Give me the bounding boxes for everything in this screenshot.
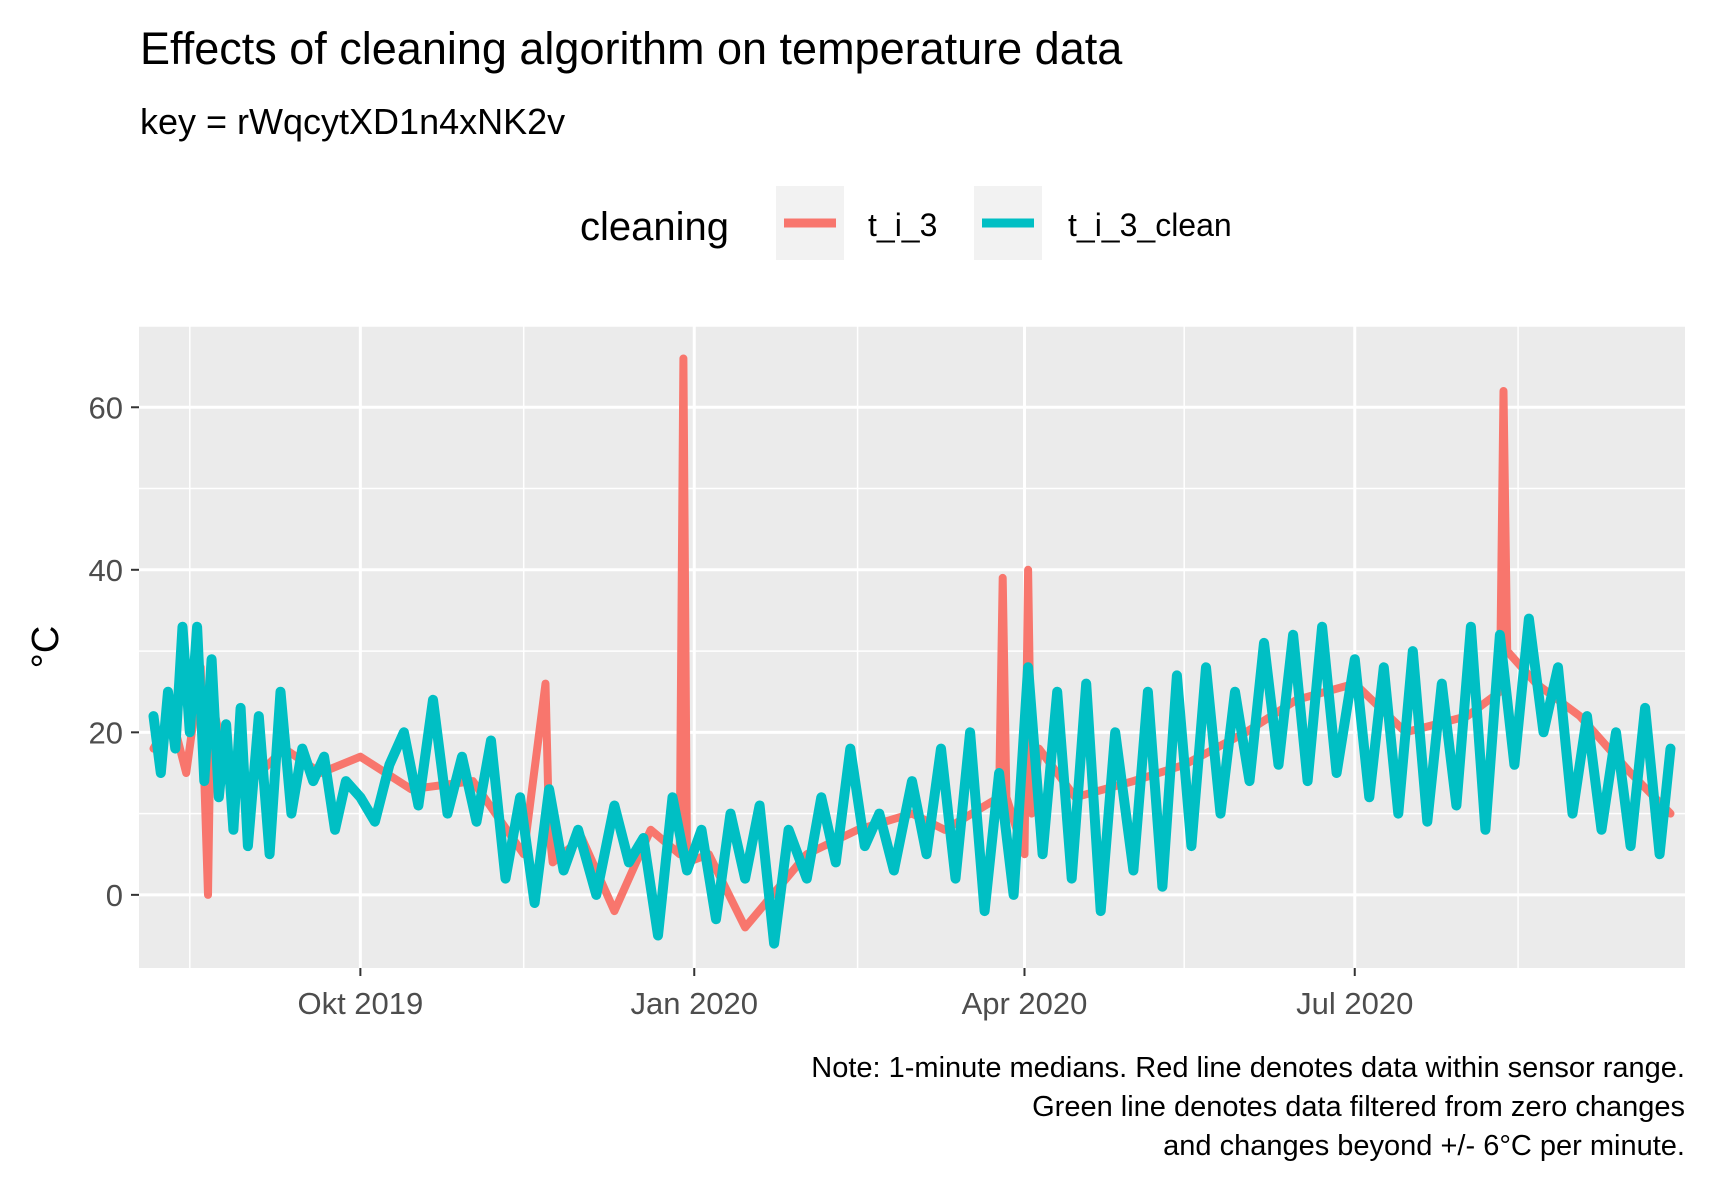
x-tick-label-3: Jul 2020 [1296,986,1413,1021]
series-line-t-i-3-clean [148,613,1676,949]
legend-label-t-i-3: t_i_3 [868,207,937,243]
caption-line-3: and changes beyond +/- 6°C per minute. [1163,1130,1685,1162]
plot-panel [139,326,1685,968]
series-layer [148,354,1676,949]
chart-subtitle: key = rWqcytXD1n4xNK2v [140,101,565,142]
legend-title: cleaning [580,205,729,249]
y-tick-label-2: 40 [89,553,123,588]
legend: cleaning t_i_3 t_i_3_clean [580,186,1232,260]
x-axis-ticks: Okt 2019 Jan 2020 Apr 2020 Jul 2020 [297,968,1413,1021]
y-tick-label-0: 0 [106,878,123,913]
x-tick-label-2: Apr 2020 [962,986,1088,1021]
caption: Note: 1-minute medians. Red line denotes… [811,1052,1685,1162]
y-axis-title: °C [25,626,67,669]
legend-label-t-i-3-clean: t_i_3_clean [1068,207,1232,243]
chart-title: Effects of cleaning algorithm on tempera… [140,23,1123,74]
y-tick-label-1: 20 [89,715,123,750]
y-tick-label-3: 60 [89,390,123,425]
caption-line-2: Green line denotes data filtered from ze… [1032,1091,1685,1123]
caption-line-1: Note: 1-minute medians. Red line denotes… [811,1052,1685,1084]
y-axis-ticks: 0 20 40 60 [89,390,139,913]
x-tick-label-1: Jan 2020 [630,986,758,1021]
x-tick-label-0: Okt 2019 [297,986,423,1021]
